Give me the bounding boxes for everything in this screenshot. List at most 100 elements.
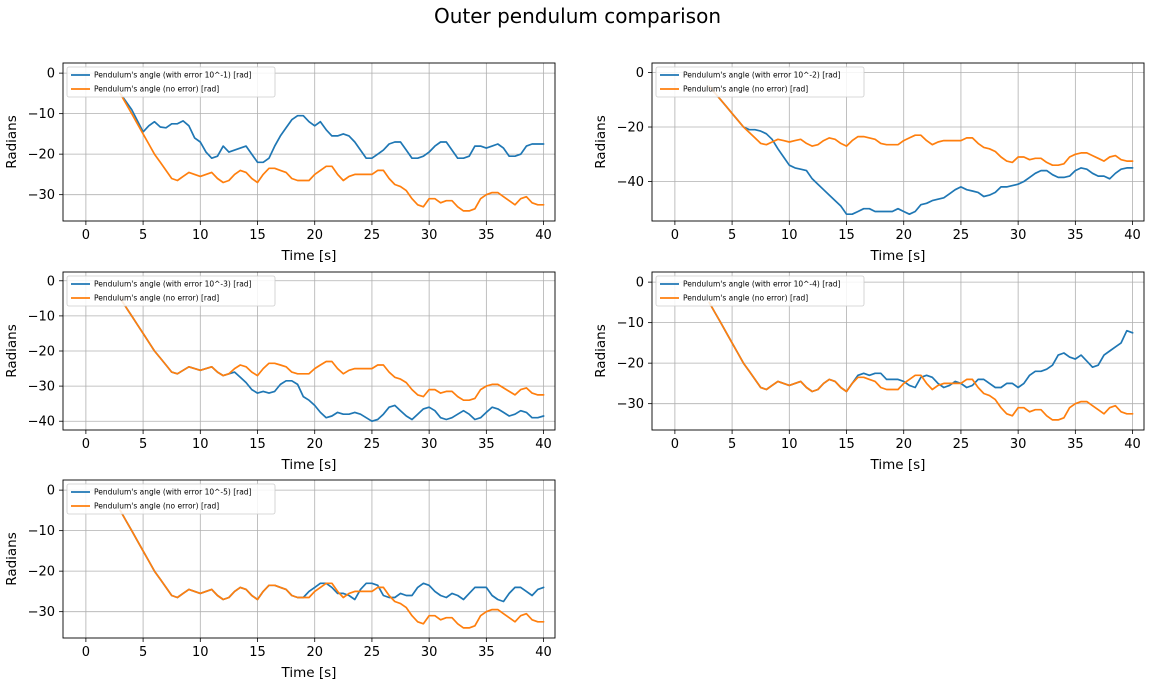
series-line-no-error	[119, 92, 545, 212]
x-tick-label: 15	[249, 228, 266, 243]
y-tick-label: −10	[28, 107, 55, 122]
x-tick-label: 5	[139, 437, 147, 452]
x-tick-label: 20	[895, 437, 912, 452]
y-tick-label: 0	[636, 66, 644, 81]
x-tick-label: 30	[1010, 437, 1027, 452]
x-tick-label: 15	[838, 228, 855, 243]
x-tick-label: 35	[478, 228, 495, 243]
series-line-no-error	[119, 297, 545, 402]
x-axis-label: Time [s]	[281, 457, 337, 473]
y-tick-label: 0	[47, 484, 55, 499]
x-tick-label: 10	[192, 228, 209, 243]
legend-entry: Pendulum's angle (with error 10^-3) [rad…	[94, 280, 252, 289]
legend: Pendulum's angle (with error 10^-5) [rad…	[66, 483, 276, 515]
x-axis-label: Time [s]	[281, 248, 337, 264]
y-axis-label: Radians	[593, 324, 609, 378]
subplot-4: 0 5 10 15 20 25 30 35 40 0 −10 −20 −30 Time [s] Radian…	[593, 271, 1145, 473]
legend-box	[655, 66, 865, 98]
subplot-2: 0 5 10 15 20 25 30 35 40 0 −20 −40 Time [s] Radians Pe…	[593, 62, 1145, 264]
x-tick-label: 15	[249, 645, 266, 660]
figure-title: Outer pendulum comparison	[433, 4, 722, 28]
subplot-1: 0 5 10 15 20 25 30 35 40 0 −10 −20 −30 Time [s] Radian…	[4, 62, 556, 264]
legend: Pendulum's angle (with error 10^-2) [rad…	[655, 66, 865, 98]
legend-box	[66, 275, 276, 307]
axes-frame	[62, 479, 556, 639]
x-tick-label: 20	[306, 645, 323, 660]
x-tick-label: 30	[421, 437, 438, 452]
x-tick-label: 10	[192, 645, 209, 660]
x-tick-label: 0	[671, 228, 679, 243]
x-tick-label: 10	[781, 437, 798, 452]
legend-entry: Pendulum's angle (with error 10^-5) [rad…	[94, 488, 252, 497]
x-tick-label: 40	[535, 228, 552, 243]
legend-entry: Pendulum's angle (no error) [rad]	[683, 294, 808, 303]
y-tick-label: −40	[28, 415, 55, 430]
legend-entry: Pendulum's angle (with error 10^-2) [rad…	[683, 71, 841, 80]
y-tick-label: −10	[28, 524, 55, 539]
x-tick-label: 20	[306, 437, 323, 452]
x-tick-label: 0	[82, 437, 90, 452]
axes-frame	[651, 62, 1145, 222]
x-tick-label: 15	[838, 437, 855, 452]
legend-entry: Pendulum's angle (with error 10^-4) [rad…	[683, 280, 841, 289]
x-tick-label: 25	[364, 437, 381, 452]
legend-entry: Pendulum's angle (with error 10^-1) [rad…	[94, 71, 252, 80]
x-tick-label: 5	[139, 228, 147, 243]
x-tick-label: 20	[895, 228, 912, 243]
y-axis-label: Radians	[593, 115, 609, 169]
legend-entry: Pendulum's angle (no error) [rad]	[94, 502, 219, 511]
x-tick-label: 20	[306, 228, 323, 243]
series-line-no-error	[708, 85, 1134, 167]
y-tick-label: −20	[28, 345, 55, 360]
axes-frame	[651, 271, 1145, 431]
x-tick-label: 35	[1067, 437, 1084, 452]
series-line-error	[119, 92, 545, 164]
legend-entry: Pendulum's angle (no error) [rad]	[683, 85, 808, 94]
x-tick-label: 10	[781, 228, 798, 243]
subplot-5: 0 5 10 15 20 25 30 35 40 0 −10 −20 −30 Time [s] Radian…	[4, 479, 556, 681]
x-axis-label: Time [s]	[870, 248, 926, 264]
x-tick-label: 0	[82, 228, 90, 243]
legend: Pendulum's angle (with error 10^-4) [rad…	[655, 275, 865, 307]
legend-entry: Pendulum's angle (no error) [rad]	[94, 294, 219, 303]
x-tick-label: 25	[953, 437, 970, 452]
x-axis-label: Time [s]	[870, 457, 926, 473]
y-tick-label: −20	[617, 121, 644, 136]
y-tick-label: −30	[28, 380, 55, 395]
y-tick-label: 0	[636, 276, 644, 291]
y-tick-label: −10	[617, 316, 644, 331]
axes-frame	[62, 62, 556, 222]
x-tick-label: 15	[249, 437, 266, 452]
y-tick-label: −30	[28, 605, 55, 620]
legend: Pendulum's angle (with error 10^-3) [rad…	[66, 275, 276, 307]
y-tick-label: −30	[28, 188, 55, 203]
x-tick-label: 35	[478, 645, 495, 660]
y-tick-label: −20	[28, 148, 55, 163]
y-tick-label: 0	[47, 67, 55, 82]
x-tick-label: 5	[728, 228, 736, 243]
x-tick-label: 0	[671, 437, 679, 452]
x-tick-label: 40	[1124, 228, 1141, 243]
y-tick-label: 0	[47, 274, 55, 289]
y-axis-label: Radians	[4, 532, 20, 586]
x-tick-label: 35	[1067, 228, 1084, 243]
x-tick-label: 0	[82, 645, 90, 660]
x-tick-label: 30	[421, 228, 438, 243]
x-tick-label: 35	[478, 437, 495, 452]
x-tick-label: 40	[1124, 437, 1141, 452]
x-tick-label: 30	[421, 645, 438, 660]
y-tick-label: −40	[617, 175, 644, 190]
legend: Pendulum's angle (with error 10^-1) [rad…	[66, 66, 276, 98]
x-tick-label: 40	[535, 645, 552, 660]
series-line-error	[708, 85, 1134, 216]
x-axis-label: Time [s]	[281, 665, 337, 681]
legend-box	[66, 483, 276, 515]
legend-box	[655, 275, 865, 307]
y-tick-label: −20	[28, 565, 55, 580]
legend-box	[66, 66, 276, 98]
x-tick-label: 25	[953, 228, 970, 243]
x-tick-label: 25	[364, 645, 381, 660]
series-line-no-error	[119, 509, 545, 629]
y-axis-label: Radians	[4, 115, 20, 169]
